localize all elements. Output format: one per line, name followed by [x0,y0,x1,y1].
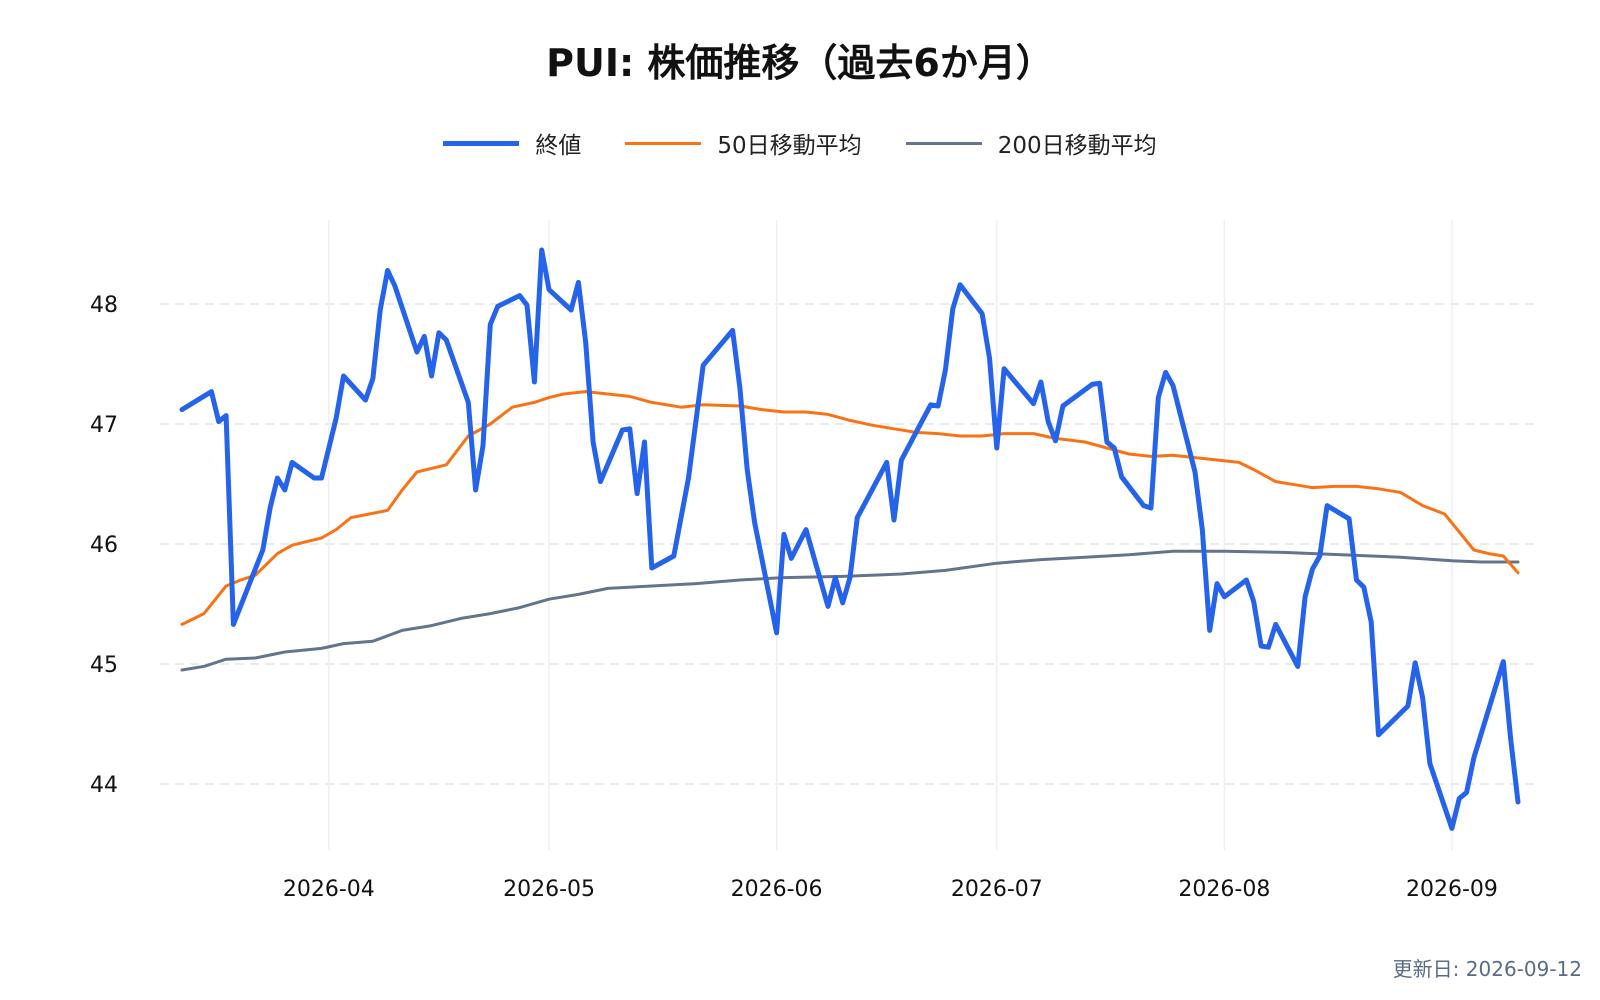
updated-date-note: 更新日: 2026-09-12 [1392,957,1582,981]
x-tick-label: 2026-06 [731,877,823,902]
x-tick-label: 2026-08 [1178,877,1270,902]
series-line-ma50 [180,390,1520,626]
chart-title: PUI: 株価推移（過去6か月） [546,41,1054,85]
x-tick-label: 2026-04 [283,877,375,902]
legend-swatch-close [443,140,520,146]
grid-layer [160,220,1540,850]
x-tick-label: 2026-09 [1406,877,1498,902]
legend-item-ma50[interactable]: 50日移動平均 [625,126,862,160]
y-tick-label: 44 [90,773,118,798]
x-tick-label: 2026-07 [951,877,1043,902]
legend-label-ma50: 50日移動平均 [717,133,862,159]
y-tick-label: 45 [90,653,118,678]
legend-item-ma200[interactable]: 200日移動平均 [905,126,1157,160]
legend-swatch-ma200 [905,141,982,145]
axis-tick-labels: 44 45 46 47 48 2026-04 2026-05 2026-06 2026-07 20… [90,293,1498,902]
x-tick-label: 2026-05 [503,877,595,902]
legend-item-close[interactable]: 終値 [443,126,581,160]
legend-label-close: 終値 [535,133,582,159]
legend-label-ma200: 200日移動平均 [997,133,1157,159]
series-line-ma200 [180,549,1520,672]
y-tick-label: 46 [90,533,118,558]
series-layer [179,247,1521,831]
y-tick-label: 48 [90,293,118,318]
legend-swatch-ma50 [625,141,702,145]
series-line-close [179,247,1521,831]
legend: 終値 50日移動平均 200日移動平均 [0,126,1600,160]
y-tick-label: 47 [90,413,118,438]
